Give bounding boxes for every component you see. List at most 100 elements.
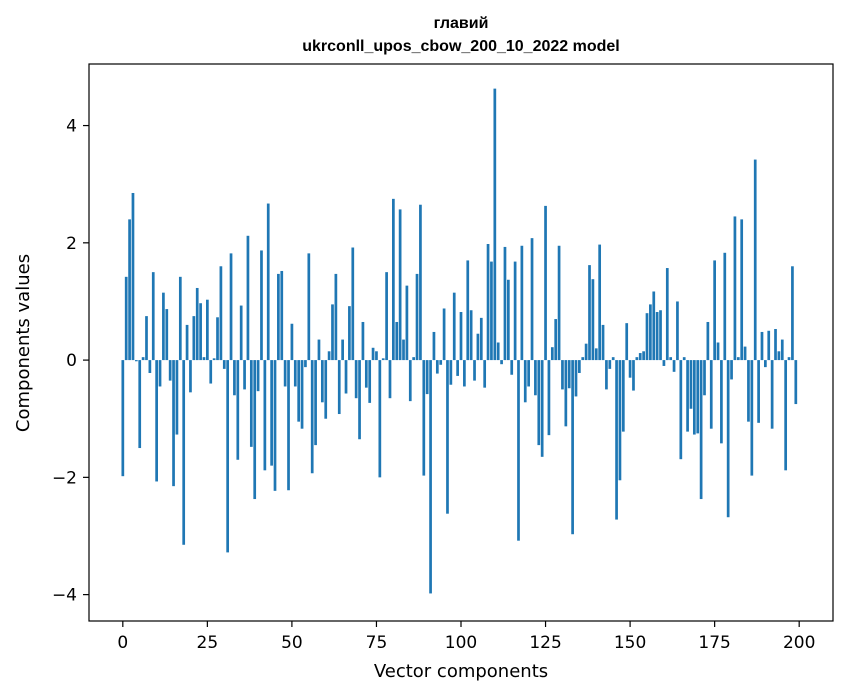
bar — [162, 292, 165, 361]
bar — [665, 268, 669, 361]
bar — [151, 272, 155, 361]
bar — [172, 360, 175, 487]
bar — [175, 360, 179, 435]
bar — [699, 360, 703, 500]
bar — [544, 205, 547, 361]
bar — [314, 360, 317, 446]
bar — [233, 360, 236, 396]
bar — [304, 360, 307, 368]
bar — [591, 279, 595, 361]
bar — [324, 360, 328, 419]
bar — [554, 319, 558, 361]
bar — [564, 360, 568, 427]
x-tick-label: 125 — [529, 633, 561, 653]
bar — [682, 357, 686, 361]
bar — [287, 360, 290, 491]
bar — [331, 304, 334, 361]
bar — [557, 245, 561, 361]
bar — [206, 299, 209, 361]
bar — [141, 357, 145, 361]
x-tick-label: 100 — [445, 633, 477, 653]
bar — [402, 339, 405, 361]
bar — [571, 360, 574, 535]
bar — [486, 244, 490, 361]
bar — [432, 331, 436, 361]
x-tick-label: 200 — [783, 633, 815, 653]
plot-frame — [88, 63, 834, 622]
bar — [168, 360, 172, 381]
bar — [297, 360, 301, 422]
bar — [642, 351, 645, 361]
bar — [310, 360, 314, 474]
bar — [145, 316, 148, 361]
bar — [290, 323, 294, 361]
y-tick-label: 2 — [66, 234, 77, 254]
bar — [392, 198, 395, 361]
bars-group — [121, 88, 798, 594]
bar — [425, 360, 429, 395]
bar — [216, 317, 219, 361]
bar — [121, 360, 125, 477]
bar — [523, 360, 527, 403]
bar — [178, 276, 182, 361]
bar — [496, 342, 500, 361]
bar — [605, 360, 608, 390]
bar — [537, 360, 541, 446]
bar — [479, 317, 483, 361]
bar — [750, 360, 754, 476]
bar — [686, 360, 689, 432]
bar — [561, 360, 564, 390]
bar — [669, 357, 673, 361]
bar — [618, 360, 622, 481]
bar — [689, 360, 693, 409]
bar — [581, 357, 585, 361]
bar — [659, 310, 662, 361]
bar — [598, 244, 602, 361]
bar — [550, 347, 554, 361]
bar — [327, 351, 331, 361]
bar — [202, 357, 206, 361]
bar — [422, 360, 426, 476]
bar — [615, 360, 618, 520]
bar — [611, 357, 615, 361]
x-tick-label: 50 — [281, 633, 303, 653]
bar — [503, 246, 507, 361]
bar — [574, 360, 578, 397]
bar — [246, 235, 250, 361]
bar — [652, 291, 656, 361]
bar — [442, 308, 446, 361]
y-axis-ticks: −4 −2 0 2 4 — [52, 117, 89, 606]
bar — [348, 306, 351, 361]
bar — [500, 360, 503, 365]
bar — [381, 358, 385, 361]
bar — [412, 357, 416, 361]
bar — [649, 304, 652, 361]
bar — [320, 360, 324, 403]
x-tick-label: 0 — [117, 633, 128, 653]
bar — [506, 279, 510, 361]
bar — [476, 333, 480, 361]
bar — [726, 360, 730, 518]
bar — [189, 360, 192, 393]
bar — [567, 360, 571, 389]
bar — [490, 261, 493, 361]
y-tick-label: −2 — [52, 468, 77, 488]
bar — [794, 360, 798, 405]
bar — [777, 351, 781, 361]
bar — [456, 360, 459, 376]
bar — [134, 360, 138, 362]
bar — [358, 360, 361, 440]
y-tick-label: 0 — [66, 351, 77, 371]
bar — [672, 360, 676, 372]
bar — [354, 360, 358, 399]
bar — [388, 360, 392, 399]
bar — [547, 360, 551, 436]
bar — [584, 343, 588, 361]
bar — [753, 159, 757, 361]
bar — [263, 360, 267, 471]
bar — [243, 360, 246, 390]
bar — [520, 245, 524, 361]
bar — [415, 273, 419, 361]
x-axis-ticks: 0 25 50 75 100 125 150 175 200 — [117, 621, 815, 653]
bar — [192, 316, 196, 361]
